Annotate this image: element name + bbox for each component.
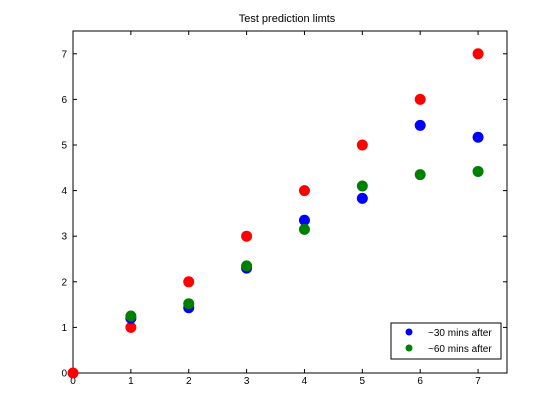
x-tick-label: 7 xyxy=(475,376,481,387)
data-point-series-0 xyxy=(125,321,137,333)
data-point-series-0 xyxy=(67,367,79,379)
x-tick-label: 0 xyxy=(70,376,76,387)
legend-label-30: ~30 mins after xyxy=(428,328,492,339)
data-point-series-1 xyxy=(356,192,368,204)
data-point-series-2 xyxy=(298,223,310,235)
y-tick-label: 3 xyxy=(61,232,67,243)
x-tick-label: 2 xyxy=(186,376,192,387)
data-point-series-2 xyxy=(414,169,426,181)
axis-ticks: 0 1 2 3 4 5 6 7 0 1 2 3 4 5 6 7 xyxy=(61,31,507,387)
data-point-series-0 xyxy=(414,93,426,105)
legend: ~30 mins after ~60 mins after xyxy=(390,322,502,360)
x-tick-label: 6 xyxy=(417,376,423,387)
data-point-series-1 xyxy=(298,214,310,226)
y-tick-label: 1 xyxy=(61,323,67,334)
data-point-series-0 xyxy=(241,230,253,242)
data-point-series-2 xyxy=(125,310,137,322)
legend-marker-30 xyxy=(405,328,413,336)
y-tick-label: 7 xyxy=(61,49,67,60)
x-tick-label: 1 xyxy=(128,376,134,387)
chart-title: Test prediction limts xyxy=(239,13,336,25)
x-tick-label: 3 xyxy=(244,376,250,387)
legend-label-60: ~60 mins after xyxy=(428,344,492,355)
data-point-series-0 xyxy=(472,48,484,60)
data-point-series-2 xyxy=(472,165,484,177)
x-tick-label: 5 xyxy=(360,376,366,387)
data-point-series-1 xyxy=(414,119,426,131)
data-point-series-2 xyxy=(241,260,253,272)
y-tick-label: 2 xyxy=(61,277,67,288)
data-point-series-1 xyxy=(472,131,484,143)
data-point-series-2 xyxy=(356,180,368,192)
y-tick-label: 4 xyxy=(61,186,67,197)
data-point-series-0 xyxy=(298,185,310,197)
data-points xyxy=(67,48,484,379)
y-tick-label: 6 xyxy=(61,95,67,106)
y-tick-label: 0 xyxy=(61,369,67,380)
plot-area xyxy=(72,30,508,374)
legend-marker-60 xyxy=(405,344,413,352)
x-tick-label: 4 xyxy=(302,376,308,387)
data-point-series-2 xyxy=(183,298,195,310)
data-point-series-0 xyxy=(356,139,368,151)
data-point-series-0 xyxy=(183,276,195,288)
y-tick-label: 5 xyxy=(61,141,67,152)
